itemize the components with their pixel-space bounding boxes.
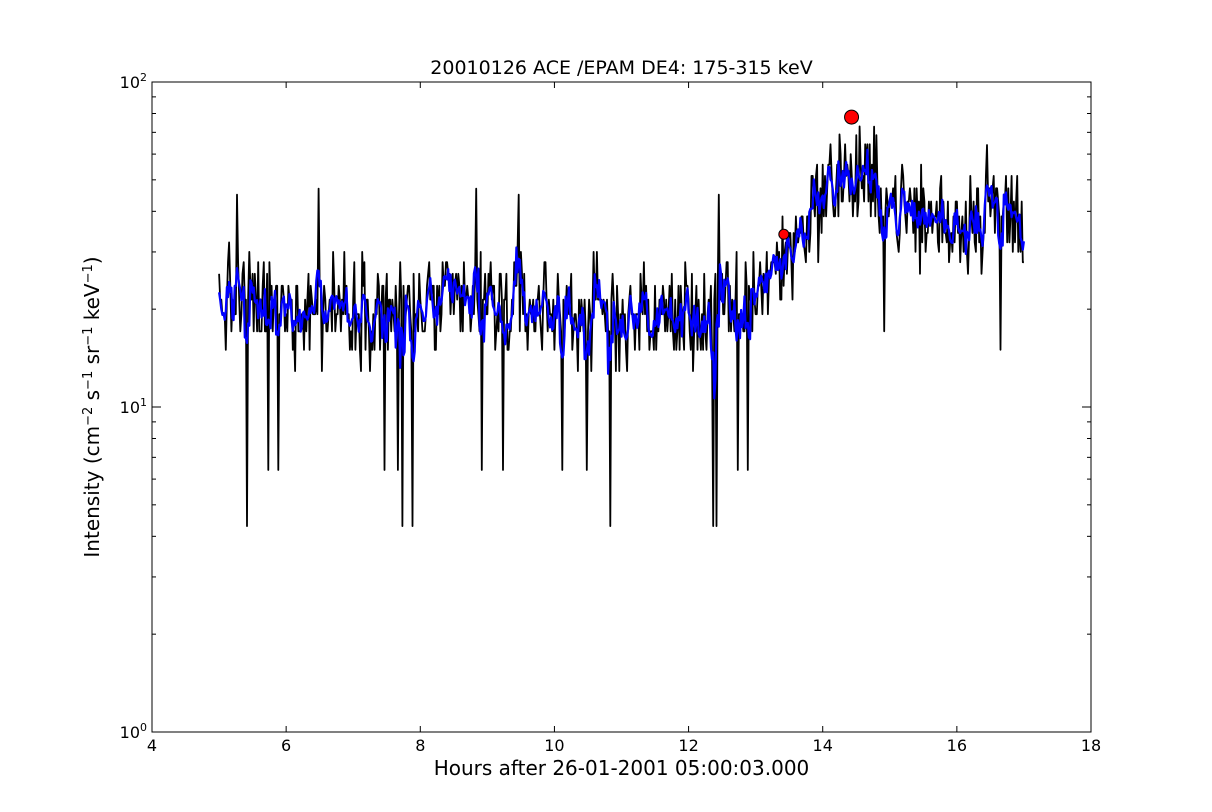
x-tick-label: 4	[147, 736, 157, 755]
x-tick-label: 16	[947, 736, 967, 755]
x-axis-label: Hours after 26-01-2001 05:00:03.000	[434, 756, 810, 780]
plot-area	[152, 82, 1091, 732]
y-tick-label: 100	[120, 721, 147, 742]
y-axis-label: Intensity (cm−2 s−1 sr−1 keV−1)	[80, 256, 104, 557]
data-layer	[218, 109, 1025, 527]
x-tick-label: 18	[1081, 736, 1101, 755]
y-tick-label: 102	[120, 71, 147, 92]
chart-title: 20010126 ACE /EPAM DE4: 175-315 keV	[430, 57, 812, 79]
y-tick-label: 101	[120, 396, 147, 417]
event-marker	[778, 228, 790, 240]
x-tick-label: 6	[281, 736, 291, 755]
plot-frame	[151, 81, 1092, 733]
x-tick-label: 14	[813, 736, 833, 755]
series-smoothed-line	[218, 148, 1025, 400]
x-tick-label: 12	[678, 736, 698, 755]
event-marker	[844, 109, 860, 125]
x-tick-label: 10	[544, 736, 564, 755]
x-tick-label: 8	[415, 736, 425, 755]
